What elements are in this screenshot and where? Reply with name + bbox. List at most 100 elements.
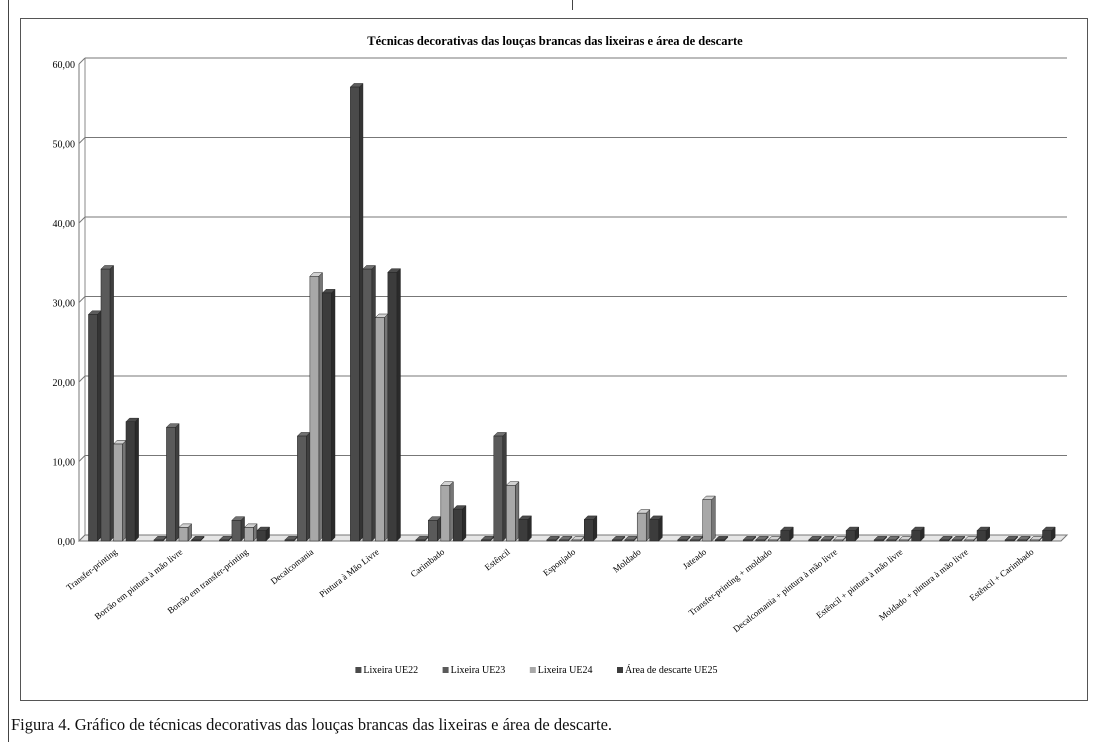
bar-side (712, 496, 716, 541)
bar-side (175, 424, 179, 541)
bar-side (306, 432, 310, 541)
x-tick-label: Estêncil + Carimbado (967, 546, 1035, 603)
bar-side (384, 314, 388, 541)
bar (584, 516, 597, 541)
bar-front (154, 540, 163, 541)
x-tick-label: Esponjado (541, 546, 577, 578)
bar-side (97, 311, 101, 541)
grid-line-side (79, 376, 85, 382)
bar-front (650, 520, 659, 541)
bar (1043, 527, 1056, 541)
bar-front (572, 540, 581, 541)
grid-line-side (79, 217, 85, 223)
bar-front (887, 540, 896, 541)
legend-label: Lixeira UE24 (538, 665, 593, 676)
bar (113, 440, 126, 541)
legend-item: Lixeira UE23 (443, 665, 506, 676)
chart-title: Técnicas decorativas das louças brancas … (367, 34, 743, 48)
x-tick-label: Transfer-printing (64, 546, 119, 592)
bar-chart: Técnicas decorativas das louças brancas … (21, 19, 1089, 702)
bar-side (241, 517, 245, 541)
bar-side (397, 269, 401, 541)
bar-front (481, 540, 490, 541)
x-tick-label: Moldado (611, 546, 643, 574)
bar-front (297, 436, 306, 541)
bar (637, 510, 650, 541)
bar (322, 289, 335, 541)
bar-front (244, 527, 253, 541)
legend-label: Lixeira UE22 (363, 665, 418, 676)
bar (257, 527, 270, 541)
y-tick-label: 50,00 (53, 140, 76, 151)
figure-caption: Figura 4. Gráfico de técnicas decorativa… (11, 715, 612, 735)
bar-front (416, 540, 425, 541)
bar-front (952, 540, 961, 541)
y-tick-label: 20,00 (53, 378, 76, 389)
bar (244, 524, 257, 541)
bar-front (584, 520, 593, 541)
grid-line-side (79, 456, 85, 462)
legend-item: Lixeira UE24 (530, 665, 593, 676)
bar-front (940, 540, 949, 541)
legend-swatch (530, 667, 536, 673)
x-axis-ticks: Transfer-printingBorrão em pintura à mão… (64, 546, 1036, 634)
bar-front (874, 540, 883, 541)
bar-front (232, 520, 241, 541)
bar-front (219, 540, 228, 541)
bar (363, 266, 376, 541)
bar (88, 311, 101, 541)
y-tick-label: 10,00 (53, 458, 76, 469)
bar-side (515, 482, 519, 541)
bar-front (310, 276, 319, 541)
legend-swatch (617, 667, 623, 673)
legend-label: Lixeira UE23 (451, 665, 506, 676)
bar-front (191, 540, 200, 541)
bar-front (257, 531, 266, 541)
bar-front (1018, 540, 1027, 541)
bar (232, 517, 245, 541)
grid-line-side (79, 297, 85, 303)
bar-front (1043, 531, 1052, 541)
y-tick-label: 30,00 (53, 299, 76, 310)
bar (375, 314, 388, 541)
chart-container: Técnicas decorativas das louças brancas … (20, 18, 1088, 701)
bar-side (110, 266, 114, 541)
bar-front (912, 531, 921, 541)
legend-item: Lixeira UE22 (355, 665, 418, 676)
bar (428, 517, 441, 541)
bar (846, 527, 859, 541)
bar-front (768, 540, 777, 541)
bar-front (756, 540, 765, 541)
bar-side (331, 289, 335, 541)
y-axis-ticks: 0,0010,0020,0030,0040,0050,0060,00 (53, 60, 76, 548)
bar-front (547, 540, 556, 541)
bar-front (846, 531, 855, 541)
grid-line-side (79, 138, 85, 144)
bar (297, 432, 310, 541)
legend-item: Área de descarte UE25 (617, 664, 717, 676)
bar-front (179, 527, 188, 541)
bar-side (359, 83, 363, 541)
bar-front (743, 540, 752, 541)
bar-side (659, 516, 663, 541)
bar-front (388, 272, 397, 541)
legend-swatch (443, 667, 449, 673)
page-divider-top (572, 0, 573, 10)
bar-front (625, 540, 634, 541)
bar-front (690, 540, 699, 541)
bar-front (453, 509, 462, 541)
bar-front (899, 540, 908, 541)
bar-front (678, 540, 687, 541)
bar-front (965, 540, 974, 541)
x-tick-label: Carimbado (409, 546, 447, 579)
bar-side (528, 516, 532, 541)
bar (126, 418, 139, 541)
legend-swatch (355, 667, 361, 673)
bars (88, 83, 1055, 541)
bar (506, 482, 519, 541)
bar-front (88, 314, 97, 541)
bar-side (503, 432, 507, 541)
bar (650, 516, 663, 541)
bar-front (612, 540, 621, 541)
bar-front (715, 540, 724, 541)
